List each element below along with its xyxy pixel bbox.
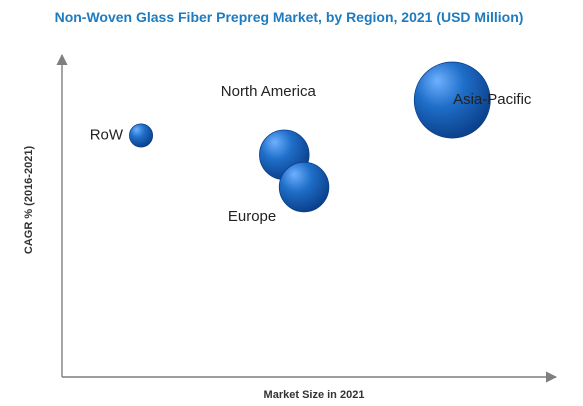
bubble-label-asia-pacific: Asia-Pacific	[453, 91, 532, 108]
bubble-layer	[129, 61, 491, 213]
bubble-label-europe: Europe	[228, 208, 276, 225]
chart-title: Non-Woven Glass Fiber Prepreg Market, by…	[55, 9, 524, 25]
bubble-label-north-america: North America	[221, 83, 317, 100]
bubble-europe	[278, 161, 330, 213]
x-axis-label: Market Size in 2021	[264, 389, 365, 401]
bubble-label-row: RoW	[90, 127, 124, 144]
bubble-row	[129, 123, 154, 148]
bubble-asia-pacific	[413, 61, 491, 139]
bubble-label-layer: RoW North America Europe Asia-Pacific	[90, 83, 532, 225]
y-axis-label: CAGR % (2016-2021)	[23, 146, 35, 255]
